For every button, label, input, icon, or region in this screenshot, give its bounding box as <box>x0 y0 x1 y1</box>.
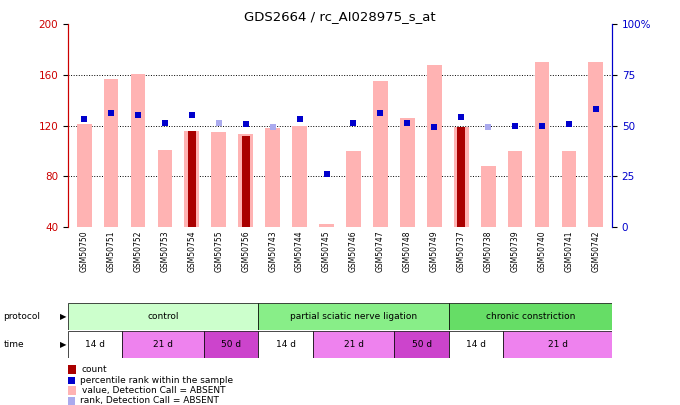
Text: 21 d: 21 d <box>547 340 568 349</box>
Bar <box>508 151 522 227</box>
Text: GSM50741: GSM50741 <box>564 230 573 272</box>
Text: GSM50744: GSM50744 <box>295 230 304 272</box>
Bar <box>454 127 469 227</box>
Bar <box>238 134 253 227</box>
Text: GDS2664 / rc_AI028975_s_at: GDS2664 / rc_AI028975_s_at <box>244 10 436 23</box>
Text: protocol: protocol <box>3 312 40 321</box>
Text: ▶: ▶ <box>60 340 67 349</box>
Bar <box>204 331 258 358</box>
Bar <box>400 118 415 227</box>
Text: 21 d: 21 d <box>153 340 173 349</box>
Bar <box>427 65 442 227</box>
Bar <box>211 132 226 227</box>
Text: value, Detection Call = ABSENT: value, Detection Call = ABSENT <box>82 386 225 395</box>
Text: rank, Detection Call = ABSENT: rank, Detection Call = ABSENT <box>80 396 219 405</box>
Bar <box>258 331 313 358</box>
Text: GSM50745: GSM50745 <box>322 230 331 272</box>
Text: control: control <box>148 312 179 321</box>
Text: GSM50737: GSM50737 <box>457 230 466 272</box>
Text: GSM50750: GSM50750 <box>80 230 88 272</box>
Text: GSM50738: GSM50738 <box>483 230 492 272</box>
Text: partial sciatic nerve ligation: partial sciatic nerve ligation <box>290 312 417 321</box>
Text: percentile rank within the sample: percentile rank within the sample <box>80 376 233 385</box>
Bar <box>77 124 92 227</box>
Text: 14 d: 14 d <box>85 340 105 349</box>
Bar <box>481 166 496 227</box>
Bar <box>449 303 612 330</box>
Bar <box>457 127 465 227</box>
Text: GSM50752: GSM50752 <box>133 230 143 272</box>
Text: GSM50756: GSM50756 <box>241 230 250 272</box>
Bar <box>394 331 449 358</box>
Bar <box>103 79 118 227</box>
Text: GSM50747: GSM50747 <box>376 230 385 272</box>
Bar <box>319 224 334 227</box>
Bar <box>373 81 388 227</box>
Text: GSM50742: GSM50742 <box>592 230 600 272</box>
Text: GSM50743: GSM50743 <box>268 230 277 272</box>
Bar <box>184 130 199 227</box>
Bar <box>449 331 503 358</box>
Text: GSM50754: GSM50754 <box>188 230 197 272</box>
Bar <box>292 126 307 227</box>
Text: 14 d: 14 d <box>466 340 486 349</box>
Text: GSM50746: GSM50746 <box>349 230 358 272</box>
Text: GSM50753: GSM50753 <box>160 230 169 272</box>
Bar <box>346 151 361 227</box>
Text: 50 d: 50 d <box>411 340 432 349</box>
Text: GSM50751: GSM50751 <box>107 230 116 272</box>
Bar <box>68 331 122 358</box>
Bar <box>588 62 603 227</box>
Bar <box>68 303 258 330</box>
Text: chronic constriction: chronic constriction <box>486 312 575 321</box>
Text: time: time <box>3 340 24 349</box>
Bar <box>503 331 612 358</box>
Text: count: count <box>82 365 107 374</box>
Bar <box>158 149 172 227</box>
Text: 14 d: 14 d <box>275 340 296 349</box>
Text: GSM50755: GSM50755 <box>214 230 223 272</box>
Bar <box>188 130 196 227</box>
Bar <box>131 74 146 227</box>
Bar <box>562 151 577 227</box>
Text: 21 d: 21 d <box>343 340 364 349</box>
Text: 50 d: 50 d <box>221 340 241 349</box>
Bar <box>265 128 280 227</box>
Bar <box>258 303 449 330</box>
Bar <box>241 136 250 227</box>
Text: ▶: ▶ <box>60 312 67 321</box>
Text: GSM50749: GSM50749 <box>430 230 439 272</box>
Bar <box>534 62 549 227</box>
Bar <box>313 331 394 358</box>
Text: GSM50748: GSM50748 <box>403 230 412 272</box>
Text: GSM50740: GSM50740 <box>537 230 547 272</box>
Text: GSM50739: GSM50739 <box>511 230 520 272</box>
Bar <box>122 331 204 358</box>
